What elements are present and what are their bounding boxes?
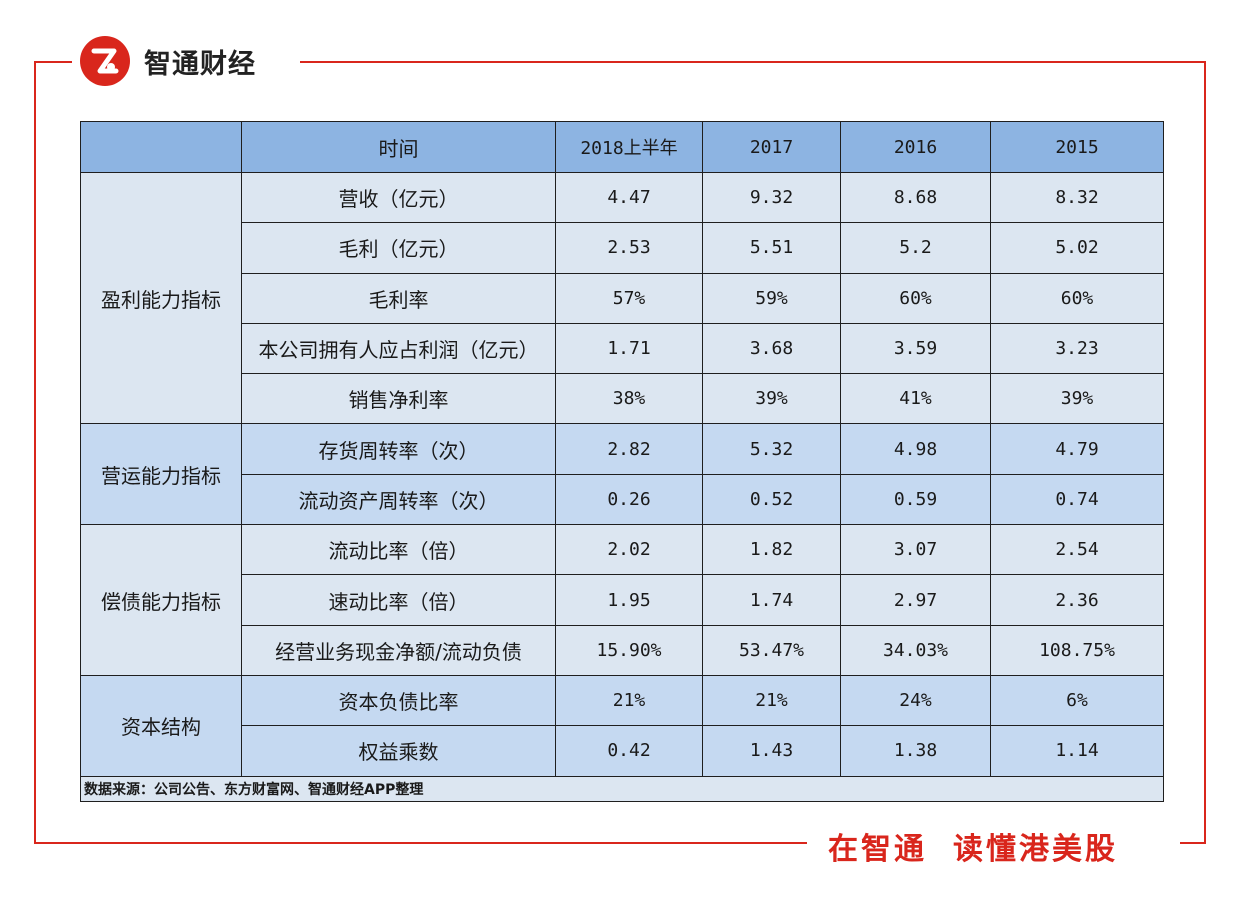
source-row: 数据来源：公司公告、东方财富网、智通财经APP整理 — [80, 775, 1164, 802]
category-cell: 资本结构 — [80, 674, 242, 777]
value-cell: 1.71 — [555, 322, 703, 375]
value-cell: 4.98 — [840, 423, 991, 475]
value-cell: 5.2 — [840, 222, 991, 274]
frame-left-line — [34, 61, 36, 843]
table-row: 经营业务现金净额/流动负债 15.90% 53.47% 34.03% 108.75% — [81, 624, 1164, 676]
value-cell: 0.59 — [840, 473, 991, 526]
frame-top-left-line — [34, 61, 72, 63]
value-cell: 2.53 — [555, 222, 703, 274]
header-period: 2017 — [702, 121, 841, 173]
value-cell: 1.95 — [555, 574, 703, 626]
value-cell: 34.03% — [840, 624, 991, 676]
table-row: 流动资产周转率（次） 0.26 0.52 0.59 0.74 — [81, 473, 1164, 526]
value-cell: 24% — [840, 674, 991, 727]
frame-bottom-right-line — [1180, 842, 1206, 844]
value-cell: 3.07 — [840, 524, 991, 576]
header-corner-cell — [80, 121, 242, 173]
value-cell: 1.43 — [702, 725, 841, 777]
value-cell: 6% — [990, 674, 1164, 727]
metric-cell: 销售净利率 — [241, 373, 556, 425]
value-cell: 2.97 — [840, 574, 991, 626]
value-cell: 4.47 — [555, 171, 703, 224]
value-cell: 38% — [555, 373, 703, 425]
value-cell: 21% — [555, 674, 703, 727]
value-cell: 60% — [990, 272, 1164, 324]
value-cell: 60% — [840, 272, 991, 324]
value-cell: 2.02 — [555, 524, 703, 576]
data-source-note: 数据来源：公司公告、东方财富网、智通财经APP整理 — [80, 775, 1164, 802]
value-cell: 57% — [555, 272, 703, 324]
value-cell: 3.59 — [840, 322, 991, 375]
table-row: 毛利率 57% 59% 60% 60% — [81, 272, 1164, 324]
header-period: 2018上半年 — [555, 121, 703, 173]
value-cell: 3.68 — [702, 322, 841, 375]
metric-cell: 资本负债比率 — [241, 674, 556, 727]
frame-top-right-line — [300, 61, 1205, 63]
value-cell: 0.52 — [702, 473, 841, 526]
metrics-table: 时间 2018上半年 2017 2016 2015 盈利能力指标 营收（亿元） 4.47 9.3… — [80, 121, 1164, 802]
metric-cell: 权益乘数 — [241, 725, 556, 777]
zhitong-logo-icon — [80, 36, 130, 86]
value-cell: 15.90% — [555, 624, 703, 676]
header-period: 2015 — [990, 121, 1164, 173]
header-row: 时间 2018上半年 2017 2016 2015 — [80, 121, 1164, 173]
value-cell: 4.79 — [990, 423, 1164, 475]
value-cell: 0.74 — [990, 473, 1164, 526]
value-cell: 39% — [990, 373, 1164, 425]
value-cell: 1.38 — [840, 725, 991, 777]
table-row: 权益乘数 0.42 1.43 1.38 1.14 — [81, 725, 1164, 777]
header-time-label: 时间 — [241, 121, 556, 173]
table-row: 营运能力指标 存货周转率（次） 2.82 5.32 4.98 4.79 — [80, 423, 1164, 526]
brand-name: 智通财经 — [144, 48, 256, 80]
value-cell: 9.32 — [702, 171, 841, 224]
value-cell: 1.14 — [990, 725, 1164, 777]
value-cell: 108.75% — [990, 624, 1164, 676]
value-cell: 2.36 — [990, 574, 1164, 626]
value-cell: 8.32 — [990, 171, 1164, 224]
slogan-part1: 在智通 — [828, 832, 927, 867]
value-cell: 5.32 — [702, 423, 841, 475]
value-cell: 39% — [702, 373, 841, 425]
value-cell: 21% — [702, 674, 841, 727]
table-row: 偿债能力指标 流动比率（倍） 2.02 1.82 3.07 2.54 — [80, 524, 1164, 676]
value-cell: 41% — [840, 373, 991, 425]
frame-bottom-left-line — [34, 842, 807, 844]
value-cell: 59% — [702, 272, 841, 324]
metric-cell: 经营业务现金净额/流动负债 — [241, 624, 556, 676]
value-cell: 53.47% — [702, 624, 841, 676]
category-cell: 营运能力指标 — [80, 423, 242, 526]
value-cell: 5.51 — [702, 222, 841, 274]
table-row: 销售净利率 38% 39% 41% 39% — [81, 373, 1164, 425]
value-cell: 2.82 — [555, 423, 703, 475]
table-row: 资本结构 资本负债比率 21% 21% 24% 6% — [80, 674, 1164, 777]
table-row: 本公司拥有人应占利润（亿元） 1.71 3.68 3.59 3.23 — [81, 322, 1164, 375]
metric-cell: 存货周转率（次） — [241, 423, 556, 475]
value-cell: 8.68 — [840, 171, 991, 224]
category-cell: 盈利能力指标 — [80, 171, 242, 425]
financial-metrics-table: 时间 2018上半年 2017 2016 2015 盈利能力指标 营收（亿元） 4.47 9.3… — [80, 121, 1164, 802]
value-cell: 1.82 — [702, 524, 841, 576]
metric-cell: 流动资产周转率（次） — [241, 473, 556, 526]
metric-cell: 流动比率（倍） — [241, 524, 556, 576]
header-period: 2016 — [840, 121, 991, 173]
value-cell: 5.02 — [990, 222, 1164, 274]
frame-right-line — [1204, 61, 1206, 843]
slogan: 在智通 读懂港美股 — [828, 824, 1118, 868]
metric-cell: 速动比率（倍） — [241, 574, 556, 626]
value-cell: 1.74 — [702, 574, 841, 626]
value-cell: 2.54 — [990, 524, 1164, 576]
metric-cell: 本公司拥有人应占利润（亿元） — [241, 322, 556, 375]
brand-logo: 智通财经 — [80, 36, 256, 86]
slogan-part2: 读懂港美股 — [953, 832, 1118, 867]
table-row: 盈利能力指标 营收（亿元） 4.47 9.32 8.68 8.32 — [80, 171, 1164, 425]
table-row: 毛利（亿元） 2.53 5.51 5.2 5.02 — [81, 222, 1164, 274]
table-row: 速动比率（倍） 1.95 1.74 2.97 2.36 — [81, 574, 1164, 626]
metric-cell: 毛利率 — [241, 272, 556, 324]
value-cell: 0.26 — [555, 473, 703, 526]
value-cell: 0.42 — [555, 725, 703, 777]
metric-cell: 毛利（亿元） — [241, 222, 556, 274]
value-cell: 3.23 — [990, 322, 1164, 375]
category-cell: 偿债能力指标 — [80, 524, 242, 676]
metric-cell: 营收（亿元） — [241, 171, 556, 224]
